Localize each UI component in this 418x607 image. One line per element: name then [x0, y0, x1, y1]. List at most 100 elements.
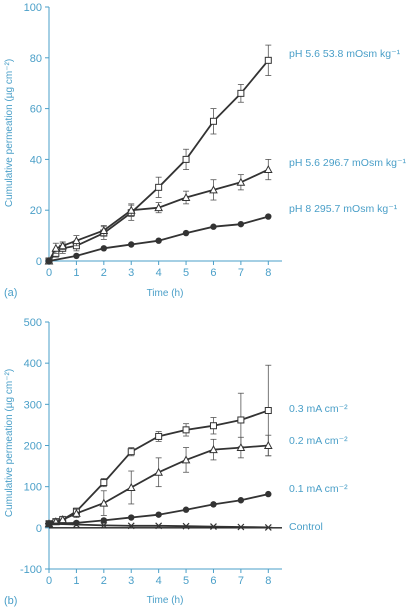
- data-point-triangle: [154, 467, 163, 476]
- data-point-circle: [128, 241, 135, 248]
- star-stroke: [264, 523, 272, 531]
- data-point-triangle: [51, 243, 61, 252]
- data-point-circle: [100, 517, 108, 524]
- x-tick-label-a: 2: [101, 267, 107, 279]
- data-point-star: [209, 523, 218, 531]
- data-point-triangle: [181, 455, 191, 464]
- y-tick-label-a: 100: [24, 2, 42, 14]
- data-point-star: [99, 521, 108, 529]
- data-point-star: [45, 520, 53, 528]
- y-tick-label-a: 60: [30, 104, 42, 116]
- series-label-a-2: pH 8 295.7 mOsm kg⁻¹: [289, 203, 398, 215]
- series-label-a-1: pH 5.6 296.7 mOsm kg⁻¹: [289, 157, 407, 169]
- data-point-circle: [45, 257, 53, 265]
- data-point-square: [182, 155, 190, 163]
- star-stroke: [72, 521, 80, 528]
- data-point-triangle: [209, 185, 218, 194]
- data-point-star: [154, 522, 163, 530]
- data-point-triangle: [236, 177, 246, 186]
- series-label-b-0: 0.3 mA cm⁻²: [289, 403, 348, 415]
- x-tick-label-a: 3: [128, 267, 134, 279]
- star-stroke: [210, 523, 217, 531]
- data-point-square: [100, 479, 108, 487]
- x-tick-label-a: 1: [73, 267, 79, 279]
- data-point-circle: [155, 511, 162, 518]
- data-point-triangle: [126, 482, 136, 491]
- data-point-square: [237, 89, 245, 97]
- data-point-circle: [237, 220, 245, 228]
- data-point-triangle: [263, 440, 273, 449]
- y-tick-label-a: 40: [30, 154, 42, 166]
- data-point-square: [264, 56, 272, 64]
- data-point-star: [72, 521, 81, 528]
- y-tick-label-b: 200: [24, 441, 42, 453]
- x-tick-label-b: 5: [183, 575, 189, 587]
- x-tick-label-a: 5: [183, 267, 189, 279]
- data-point-circle: [210, 501, 217, 508]
- star-stroke: [155, 522, 163, 530]
- data-point-square: [209, 422, 217, 430]
- y-tick-label-b: 100: [24, 482, 42, 494]
- series-label-a-0: pH 5.6 53.8 mOsm kg⁻¹: [289, 48, 401, 60]
- data-point-square: [209, 117, 217, 125]
- data-point-square: [155, 183, 163, 191]
- star-stroke: [237, 523, 245, 531]
- series-b-3: Control: [45, 520, 323, 533]
- panel-b: (b) Time (h) Cumulative permeation (µg c…: [4, 317, 348, 607]
- data-point-circle: [100, 245, 108, 252]
- data-point-star: [264, 523, 273, 531]
- y-tick-label-a: 80: [30, 53, 42, 65]
- y-tick-label-a: 0: [36, 256, 42, 268]
- x-axis-label-b: Time (h): [147, 595, 184, 606]
- data-point-triangle: [58, 241, 68, 250]
- x-tick-label-b: 4: [156, 575, 162, 587]
- y-tick-label-a: 20: [30, 205, 42, 217]
- y-tick-label-b: -100: [20, 564, 42, 576]
- x-tick-label-a: 4: [156, 267, 162, 279]
- data-point-star: [236, 523, 245, 531]
- star-stroke: [100, 521, 108, 529]
- data-point-triangle: [154, 203, 163, 212]
- x-tick-label-b: 0: [46, 575, 52, 587]
- y-axis-label-b: Cumulative permeation (µg cm⁻²): [4, 369, 15, 517]
- x-tick-label-b: 8: [265, 575, 271, 587]
- data-point-triangle: [263, 165, 273, 174]
- y-axis-label-a: Cumulative permeation (µg cm⁻²): [4, 59, 15, 207]
- series-label-b-3: Control: [289, 521, 323, 533]
- x-tick-label-b: 1: [73, 575, 79, 587]
- star-stroke: [182, 522, 190, 530]
- x-tick-label-b: 2: [101, 575, 107, 587]
- data-point-circle: [182, 506, 190, 513]
- x-tick-label-a: 6: [210, 267, 216, 279]
- data-point-circle: [128, 514, 135, 521]
- data-point-square: [182, 426, 190, 434]
- data-point-triangle: [99, 498, 109, 507]
- y-tick-label-b: 500: [24, 317, 42, 329]
- data-point-triangle: [72, 236, 81, 245]
- data-point-triangle: [236, 443, 246, 452]
- series-label-b-2: 0.1 mA cm⁻²: [289, 483, 348, 495]
- series-a-1: pH 5.6 296.7 mOsm kg⁻¹: [44, 157, 407, 265]
- x-tick-label-b: 3: [128, 575, 134, 587]
- data-point-triangle: [99, 225, 109, 235]
- data-point-triangle: [126, 205, 136, 214]
- panel-a: (a) Time (h) Cumulative permeation (µg c…: [4, 2, 407, 299]
- data-point-square: [237, 416, 245, 424]
- star-stroke: [127, 522, 135, 530]
- series-a-2: pH 8 295.7 mOsm kg⁻¹: [45, 203, 398, 265]
- data-point-star: [182, 522, 191, 530]
- data-point-star: [127, 522, 136, 530]
- data-point-circle: [265, 213, 272, 220]
- x-tick-label-a: 0: [46, 267, 52, 279]
- x-tick-label-b: 6: [210, 575, 216, 587]
- data-point-triangle: [72, 508, 81, 517]
- data-point-square: [264, 407, 272, 415]
- series-a-0: pH 5.6 53.8 mOsm kg⁻¹: [45, 44, 401, 265]
- x-tick-label-b: 7: [238, 575, 244, 587]
- data-point-triangle: [209, 445, 218, 454]
- y-tick-label-b: 300: [24, 399, 42, 411]
- data-point-circle: [182, 229, 190, 237]
- panel-label-b: (b): [4, 595, 17, 607]
- series-label-b-1: 0.2 mA cm⁻²: [289, 435, 348, 447]
